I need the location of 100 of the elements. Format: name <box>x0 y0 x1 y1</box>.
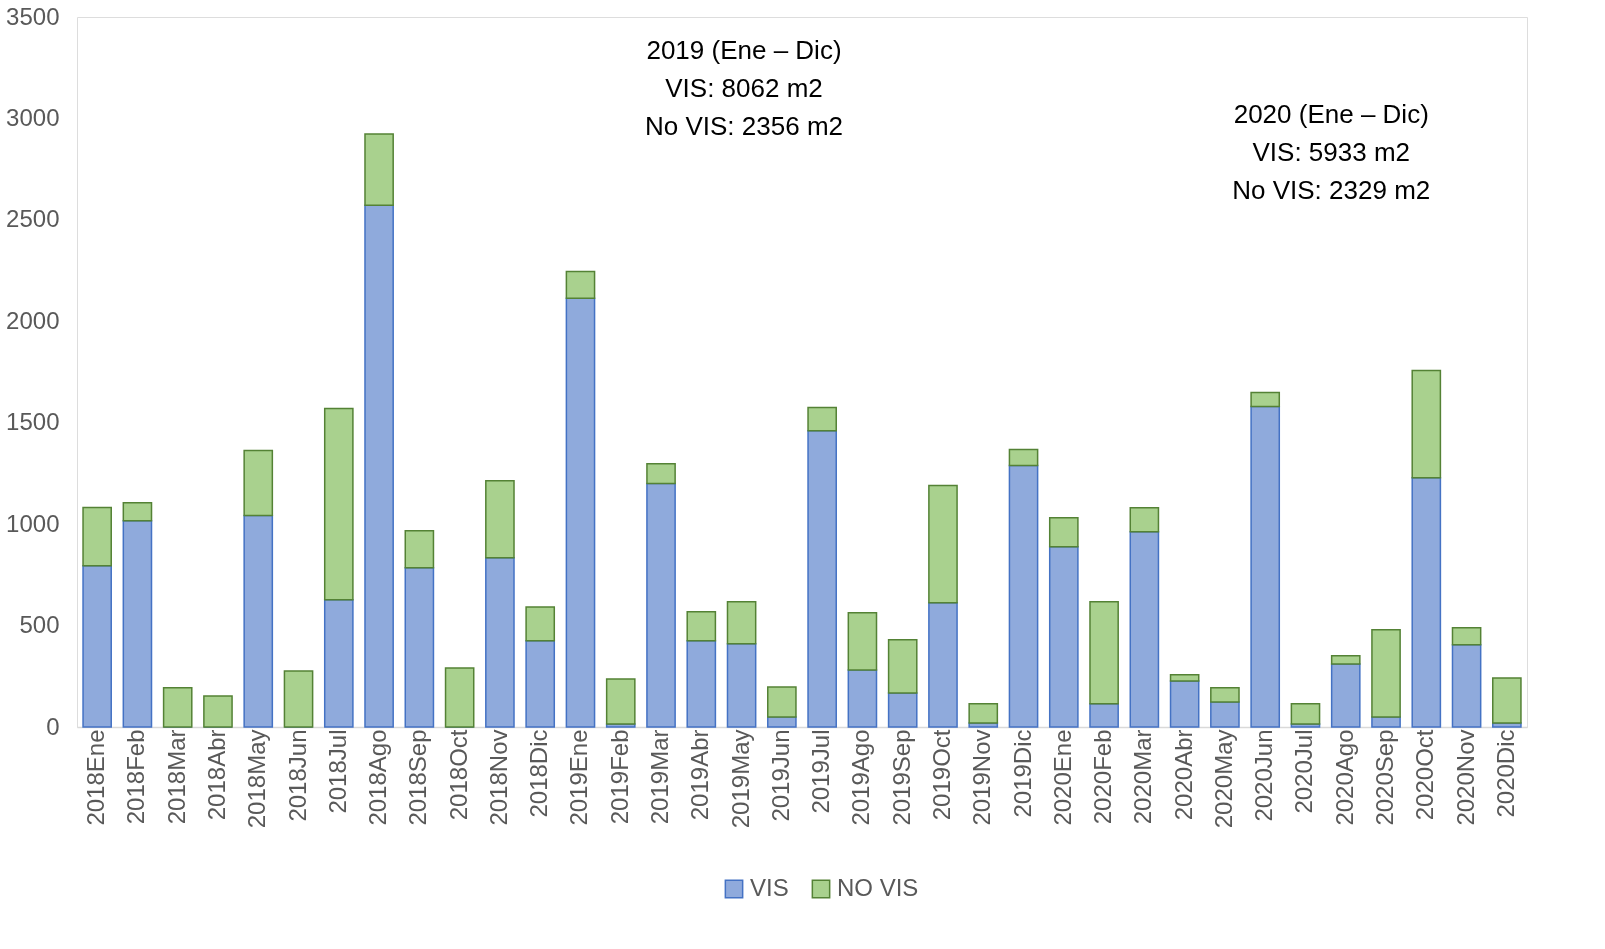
bar <box>404 567 435 728</box>
x-tick-label: 2020Abr <box>1169 729 1197 821</box>
x-tick-label: 2020Dic <box>1491 729 1519 818</box>
x-tick-label: 2020Sep <box>1371 729 1399 826</box>
x-tick-label: 2020Nov <box>1451 729 1479 826</box>
x-tick-label: 2019Feb <box>605 729 633 825</box>
x-tick-label: 2019Mar <box>646 729 674 825</box>
bar <box>1330 663 1361 728</box>
bar <box>404 529 435 569</box>
bar <box>767 686 797 718</box>
bar <box>565 270 596 300</box>
x-tick-label: 2018Oct <box>444 729 472 821</box>
bar <box>1411 476 1442 728</box>
bar <box>565 297 596 728</box>
y-tick-label: 2000 <box>6 306 60 334</box>
x-tick-label: 2020Jul <box>1290 729 1318 814</box>
bar <box>646 482 676 728</box>
annotation: 2020 (Ene – Dic) VIS: 5933 m2 No VIS: 2329 m2 <box>1232 99 1431 206</box>
bar <box>646 462 676 485</box>
x-tick-label: 2019Sep <box>887 729 915 826</box>
annotation: 2019 (Ene – Dic) VIS: 8062 m2 No VIS: 2356 m2 <box>645 35 843 142</box>
bar <box>525 606 556 642</box>
x-tick-label: 2019Jun <box>766 729 794 822</box>
x-tick-label: 2019Abr <box>686 729 714 821</box>
y-tick-label: 0 <box>46 712 60 740</box>
bar <box>807 406 837 432</box>
bar <box>122 501 153 522</box>
x-tick-label: 2018Jul <box>323 729 351 814</box>
bar <box>243 514 274 728</box>
bar <box>726 643 757 728</box>
bar <box>444 667 475 728</box>
x-tick-label: 2018Nov <box>484 729 512 826</box>
bar <box>1411 369 1442 479</box>
x-tick-label: 2020Feb <box>1089 729 1117 825</box>
bar <box>82 506 112 567</box>
bar <box>887 639 918 694</box>
x-tick-label: 2020Oct <box>1411 729 1439 821</box>
bar <box>1451 627 1482 646</box>
bar <box>1169 674 1200 682</box>
bar <box>1048 545 1079 728</box>
x-tick-label: 2018Jun <box>283 729 311 822</box>
bar <box>82 564 112 728</box>
x-tick-label: 2018Ago <box>364 729 392 826</box>
legend-label: NO VIS <box>837 874 919 901</box>
bar <box>1129 530 1160 728</box>
x-tick-label: 2019Dic <box>1008 729 1036 818</box>
bar <box>323 599 354 728</box>
bar <box>887 692 918 728</box>
x-tick-label: 2019Jul <box>807 729 835 814</box>
x-tick-label: 2018Mar <box>162 729 190 825</box>
x-tick-label: 2020Jun <box>1250 729 1278 822</box>
bar <box>686 640 717 728</box>
bar <box>1210 701 1240 728</box>
bar <box>323 407 354 601</box>
x-tick-label: 2020Mar <box>1129 729 1157 825</box>
x-tick-label: 2020Ene <box>1048 729 1076 826</box>
x-tick-label: 2019May <box>726 729 754 829</box>
x-tick-label: 2020Ago <box>1330 729 1358 826</box>
bar <box>1250 405 1281 728</box>
bar <box>968 703 999 724</box>
x-tick-label: 2018Feb <box>122 729 150 825</box>
y-tick-label: 1500 <box>6 408 60 436</box>
y-tick-label: 500 <box>19 611 60 639</box>
bar <box>726 601 757 645</box>
bar <box>1371 629 1401 718</box>
bar <box>847 669 878 728</box>
x-tick-label: 2018Dic <box>525 729 553 818</box>
bar <box>122 519 153 728</box>
bar <box>203 695 233 728</box>
y-tick-label: 2500 <box>6 205 60 233</box>
bar <box>605 678 636 725</box>
x-tick-label: 2018Abr <box>202 729 230 821</box>
bar <box>283 670 314 728</box>
legend-label: VIS <box>750 874 789 901</box>
bar <box>485 557 515 728</box>
bar <box>364 204 394 728</box>
x-tick-label: 2019Ago <box>847 729 875 826</box>
bar <box>1210 687 1240 703</box>
x-tick-label: 2018May <box>243 729 271 829</box>
bar <box>1330 655 1361 665</box>
bar <box>1169 680 1200 728</box>
bar <box>1089 703 1119 728</box>
bar <box>1129 506 1160 533</box>
y-tick-label: 3500 <box>6 2 60 30</box>
bar <box>485 479 515 559</box>
bar <box>1008 448 1039 467</box>
bar <box>847 612 878 671</box>
bar <box>928 484 958 604</box>
bar <box>1008 464 1039 728</box>
bar <box>1250 391 1281 408</box>
x-tick-label: 2018Sep <box>404 729 432 826</box>
x-tick-label: 2019Nov <box>968 729 996 826</box>
x-tick-label: 2019Oct <box>927 729 955 821</box>
bar <box>162 687 193 728</box>
bar <box>525 640 556 728</box>
y-tick-label: 1000 <box>6 509 60 537</box>
bar <box>928 602 958 728</box>
bar <box>1290 703 1321 725</box>
bar <box>807 429 837 728</box>
x-tick-label: 2020May <box>1209 729 1237 829</box>
